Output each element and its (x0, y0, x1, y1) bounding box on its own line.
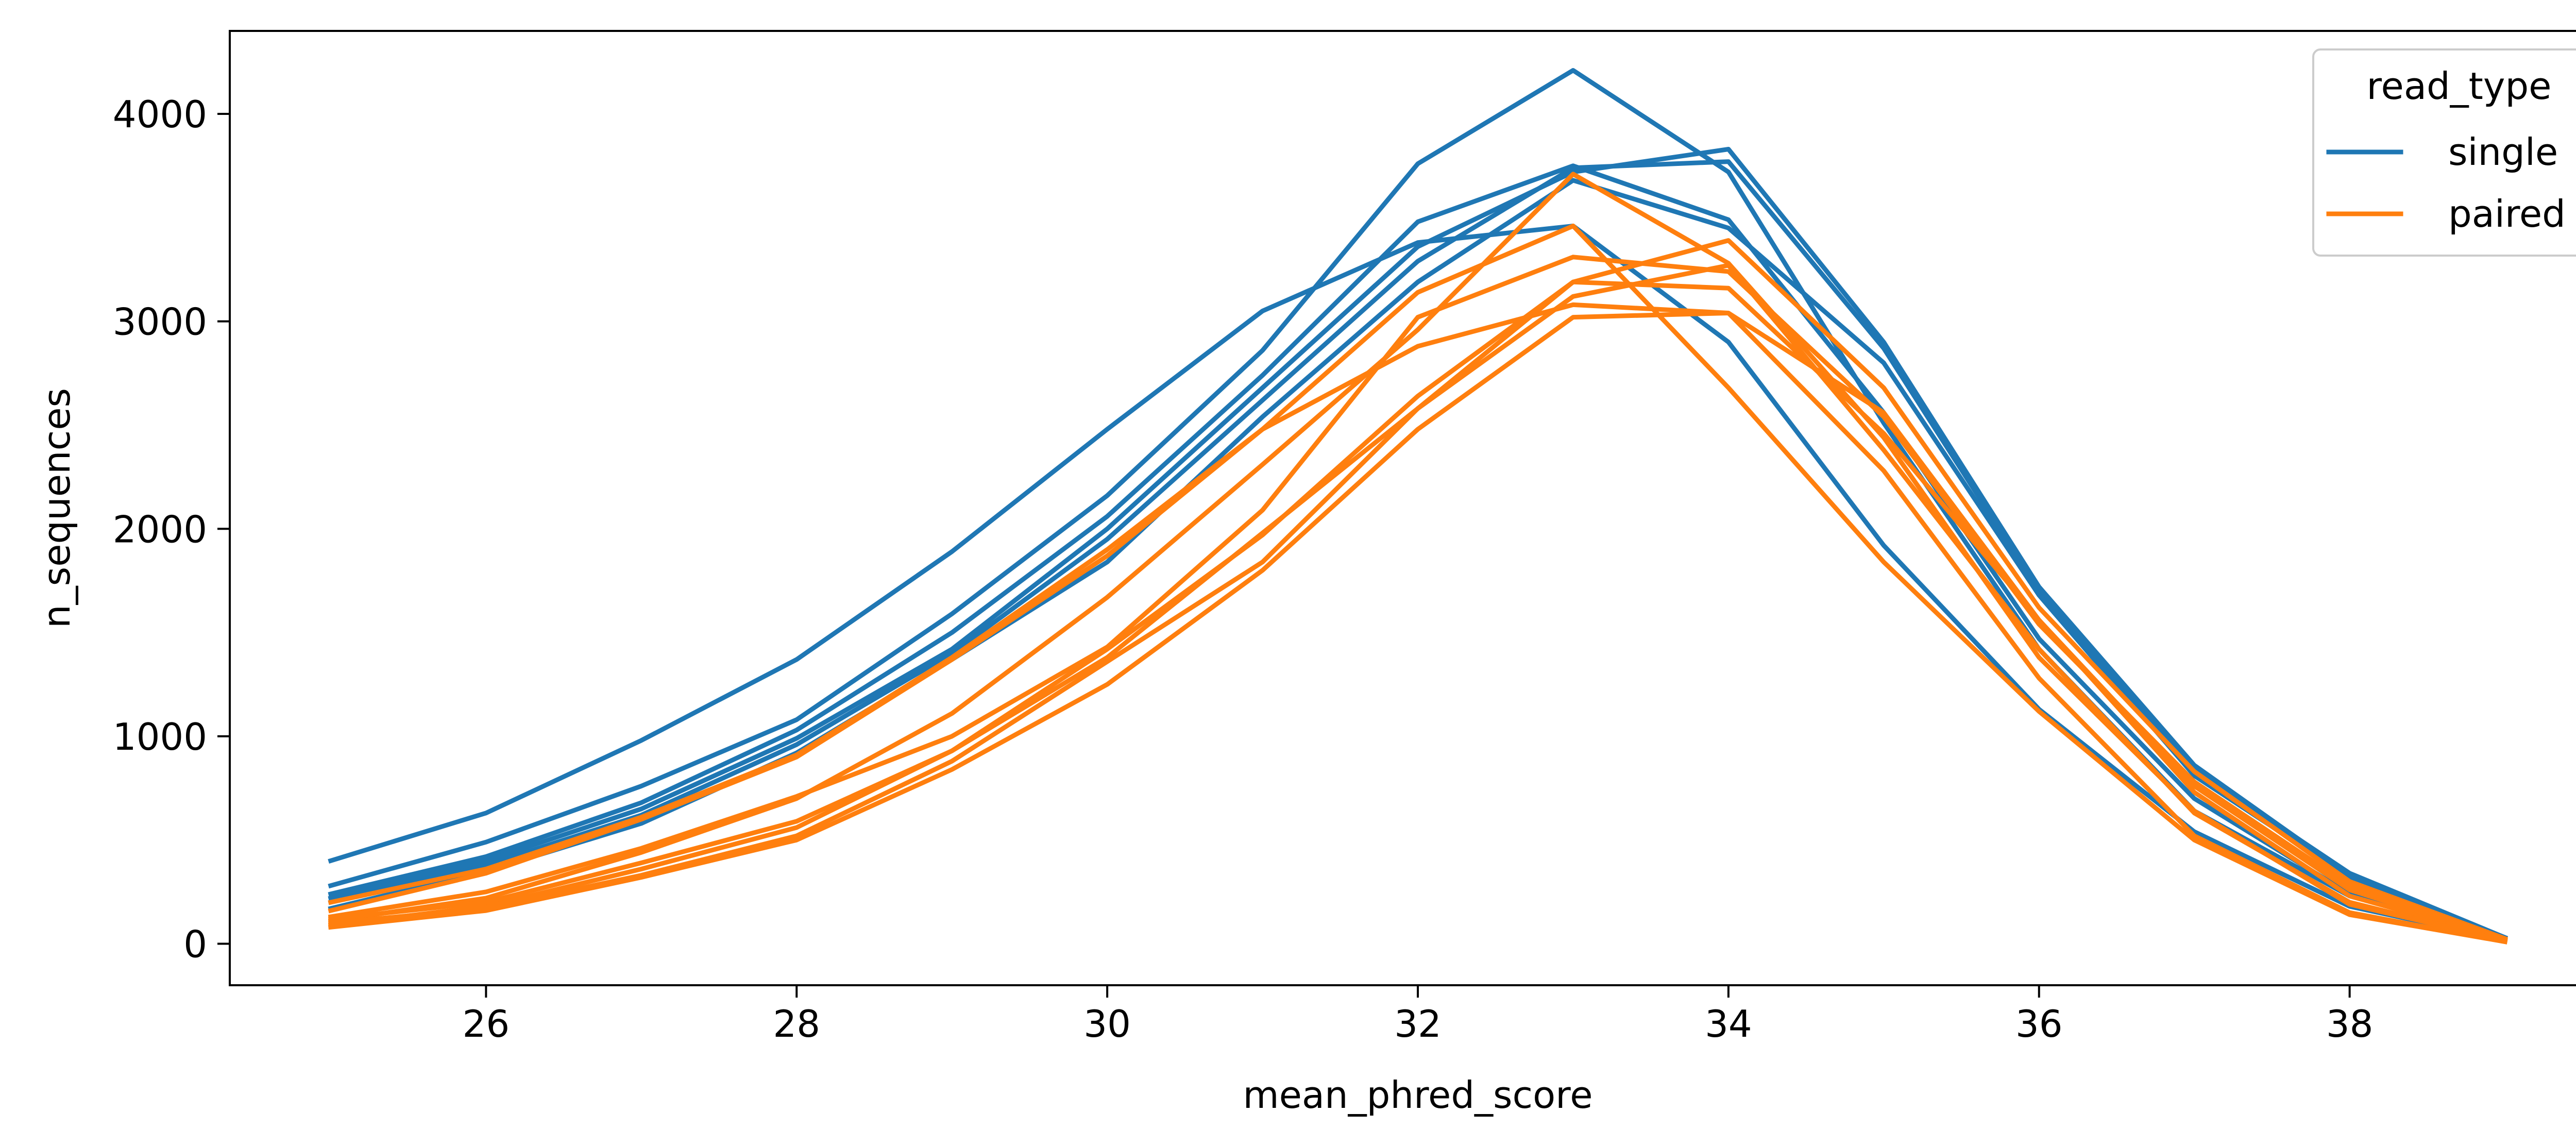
x-tick-label: 36 (2015, 1002, 2063, 1046)
series-lines (328, 68, 2508, 945)
y-axis-ticks: 0 1000 2000 3000 4000 (113, 93, 230, 966)
y-axis-label: n_sequences (35, 388, 78, 628)
x-tick-label: 28 (773, 1002, 820, 1046)
series-line-paired-8 (328, 224, 2508, 945)
x-tick-label: 26 (463, 1002, 510, 1046)
legend-box (2312, 48, 2576, 257)
legend-title: read_type (2367, 64, 2552, 108)
series-line-single-1 (328, 224, 2508, 942)
series-line-single-3 (328, 163, 2508, 941)
series-line-paired-13 (328, 263, 2508, 943)
legend: read_type single paired (2312, 48, 2576, 257)
legend-label-paired: paired (2448, 192, 2566, 235)
series-line-paired-12 (328, 311, 2508, 945)
x-tick-label: 38 (2326, 1002, 2374, 1046)
y-tick-label: 4000 (113, 93, 207, 136)
y-tick-label: 0 (183, 922, 207, 966)
y-tick-label: 3000 (113, 300, 207, 344)
x-axis-ticks: 26 28 30 32 34 36 38 (463, 985, 2374, 1046)
x-tick-label: 34 (1705, 1002, 1752, 1046)
y-tick-label: 1000 (113, 715, 207, 759)
x-tick-label: 32 (1394, 1002, 1442, 1046)
x-tick-label: 30 (1083, 1002, 1131, 1046)
x-axis-label: mean_phred_score (1243, 1073, 1592, 1117)
series-line-single-4 (328, 159, 2508, 941)
series-line-paired-14 (328, 238, 2508, 942)
legend-label-single: single (2448, 130, 2558, 174)
y-tick-label: 2000 (113, 508, 207, 551)
series-line-single-6 (328, 147, 2508, 941)
